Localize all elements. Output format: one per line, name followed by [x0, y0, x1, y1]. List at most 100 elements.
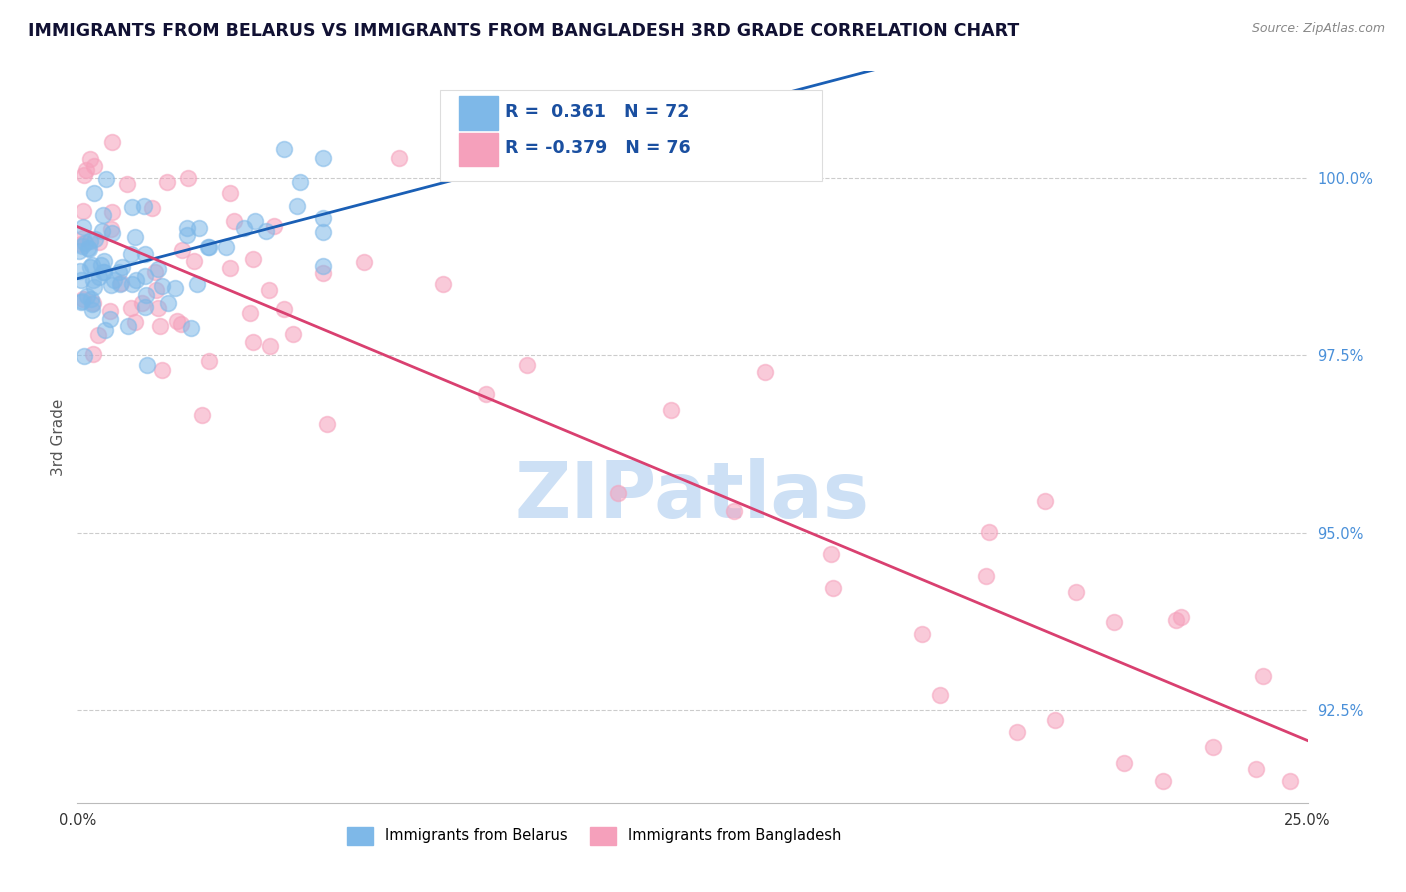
Point [73, 168, 96, 182]
Point [388, 151, 411, 165]
Point [72, 204, 94, 219]
Point [124, 315, 146, 329]
Point [69, 264, 91, 278]
Point [312, 225, 335, 239]
Point [83, 159, 105, 173]
Point [166, 314, 188, 328]
Point [83, 186, 105, 200]
Point [243, 214, 266, 228]
Point [73, 349, 96, 363]
Point [188, 220, 211, 235]
Point [120, 246, 142, 260]
Point [90, 258, 112, 272]
Point [134, 300, 156, 314]
Point [120, 301, 142, 315]
Point [108, 277, 131, 291]
Legend: Immigrants from Belarus, Immigrants from Bangladesh: Immigrants from Belarus, Immigrants from… [342, 821, 846, 850]
Point [100, 221, 122, 235]
Point [91, 208, 114, 222]
Point [89, 235, 111, 249]
Point [76, 289, 98, 303]
Point [67, 244, 90, 258]
Point [259, 283, 281, 297]
Point [312, 211, 335, 225]
Point [90, 225, 112, 239]
Point [132, 199, 155, 213]
Point [80, 292, 103, 306]
Point [156, 175, 179, 189]
Point [146, 262, 169, 277]
Point [135, 287, 157, 301]
Point [117, 318, 139, 333]
Text: R =  0.361   N = 72: R = 0.361 N = 72 [506, 103, 690, 120]
Point [979, 524, 1001, 539]
Point [134, 246, 156, 260]
Point [186, 277, 208, 291]
Point [1043, 713, 1066, 727]
Point [163, 280, 186, 294]
Point [134, 268, 156, 283]
FancyBboxPatch shape [458, 133, 498, 167]
Point [219, 186, 242, 200]
Point [70, 237, 93, 252]
Point [312, 259, 335, 273]
Point [242, 252, 264, 266]
Point [273, 301, 295, 316]
Point [285, 199, 308, 213]
Point [1114, 756, 1136, 771]
Point [191, 408, 214, 422]
Point [115, 177, 138, 191]
Point [82, 258, 104, 272]
Point [79, 260, 101, 274]
Point [149, 319, 172, 334]
Point [100, 278, 122, 293]
Point [723, 504, 745, 518]
Point [180, 320, 202, 334]
Point [77, 241, 100, 255]
Point [474, 387, 496, 401]
Point [70, 293, 93, 308]
Point [353, 255, 375, 269]
Point [232, 220, 254, 235]
FancyBboxPatch shape [458, 96, 498, 130]
Point [1033, 494, 1056, 508]
Point [316, 417, 339, 431]
Point [1166, 613, 1188, 627]
Point [254, 224, 277, 238]
Point [89, 269, 111, 284]
Point [136, 358, 159, 372]
Point [659, 402, 682, 417]
Point [121, 200, 143, 214]
Point [754, 365, 776, 379]
Point [215, 240, 238, 254]
FancyBboxPatch shape [440, 90, 821, 181]
Point [288, 175, 311, 189]
Point [1201, 739, 1223, 754]
Point [72, 219, 94, 234]
Point [911, 627, 934, 641]
Point [79, 235, 101, 249]
Point [82, 297, 104, 311]
Point [239, 305, 262, 319]
Y-axis label: 3rd Grade: 3rd Grade [51, 399, 66, 475]
Point [432, 277, 454, 292]
Point [94, 323, 117, 337]
Point [263, 219, 285, 234]
Point [218, 260, 240, 275]
Point [93, 264, 115, 278]
Point [79, 152, 101, 166]
Point [131, 295, 153, 310]
Point [82, 295, 104, 310]
Point [72, 292, 94, 306]
Point [111, 260, 134, 274]
Point [176, 228, 198, 243]
Text: IMMIGRANTS FROM BELARUS VS IMMIGRANTS FROM BANGLADESH 3RD GRADE CORRELATION CHAR: IMMIGRANTS FROM BELARUS VS IMMIGRANTS FR… [28, 22, 1019, 40]
Point [124, 230, 146, 244]
Point [1278, 774, 1301, 789]
Point [157, 296, 180, 310]
Point [84, 232, 107, 246]
Point [87, 327, 110, 342]
Point [82, 272, 104, 286]
Point [823, 581, 845, 595]
Point [150, 363, 173, 377]
